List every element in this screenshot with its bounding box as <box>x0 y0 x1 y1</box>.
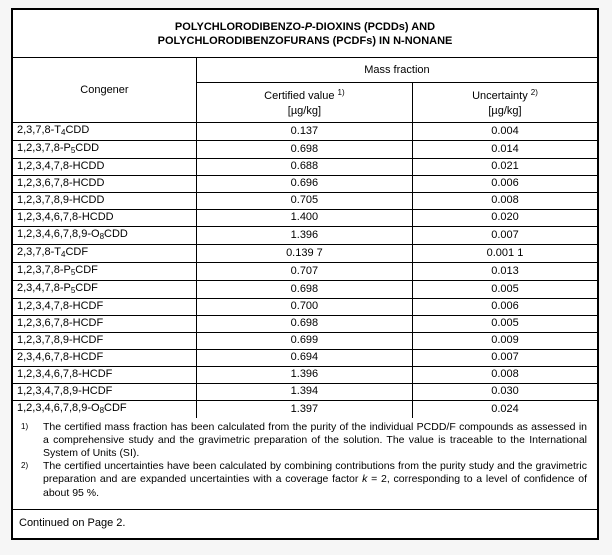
certified-value-cell: 0.139 7 <box>195 243 413 263</box>
document-title: POLYCHLORODIBENZO-P-DIOXINS (PCDDs) AND … <box>13 10 597 58</box>
table-row: 1,2,3,4,6,7,8,9-O8CDD 1.396 0.007 <box>12 225 598 245</box>
uncertainty-cell: 0.006 <box>411 297 598 316</box>
certified-value-cell: 0.698 <box>195 139 413 159</box>
uncertainty-cell: 0.001 1 <box>411 243 598 263</box>
uncertainty-cell: 0.020 <box>411 208 598 227</box>
congener-cell: 1,2,3,6,7,8-HCDF <box>12 314 197 333</box>
uncertainty-cell: 0.004 <box>411 121 598 141</box>
table-row: 1,2,3,4,7,8-HCDF 0.700 0.006 <box>12 297 598 316</box>
footnotes: 1) The certified mass fraction has been c… <box>13 418 597 510</box>
congener-cell: 1,2,3,7,8-P5CDF <box>12 261 197 281</box>
certified-value-cell: 0.705 <box>195 191 413 210</box>
certified-value-cell: 0.700 <box>195 297 413 316</box>
continued-note: Continued on Page 2. <box>13 509 597 538</box>
certified-value-cell: 1.396 <box>195 225 413 245</box>
table-row: 1,2,3,7,8,9-HCDD 0.705 0.008 <box>12 191 598 210</box>
table-row: 1,2,3,4,6,7,8,9-O8CDF 1.397 0.024 <box>12 399 598 418</box>
column-header-congener: Congener <box>12 57 197 123</box>
congener-cell: 1,2,3,4,6,7,8,9-O8CDF <box>12 399 197 418</box>
certified-value-cell: 0.694 <box>195 348 413 367</box>
certified-value-cell: 0.696 <box>195 174 413 193</box>
congener-cell: 1,2,3,7,8,9-HCDD <box>12 191 197 210</box>
table-row: 1,2,3,7,8-P5CDD 0.698 0.014 <box>12 139 598 159</box>
table-row: 1,2,3,4,6,7,8-HCDF 1.396 0.008 <box>12 365 598 384</box>
table-row: 2,3,7,8-T4CDF 0.139 7 0.001 1 <box>12 243 598 263</box>
title-line-2: POLYCHLORODIBENZOFURANS (PCDFs) IN N-NON… <box>157 35 453 47</box>
uncertainty-cell: 0.008 <box>411 365 598 384</box>
column-header-certified-value: Certified value 1) [µg/kg] <box>195 81 413 123</box>
uncertainty-cell: 0.013 <box>411 261 598 281</box>
footnote-2: 2) The certified uncertainties have been … <box>21 460 587 500</box>
congener-cell: 1,2,3,4,7,8,9-HCDF <box>12 382 197 401</box>
uncertainty-unit: [µg/kg] <box>488 105 522 117</box>
uncertainty-cell: 0.014 <box>411 139 598 159</box>
title-line-1: POLYCHLORODIBENZO-P-DIOXINS (PCDDs) AND <box>174 21 436 33</box>
certified-unit: [µg/kg] <box>287 105 322 117</box>
uncertainty-cell: 0.030 <box>411 382 598 401</box>
uncertainty-cell: 0.024 <box>411 399 598 418</box>
table-row: 1,2,3,6,7,8-HCDD 0.696 0.006 <box>12 174 598 193</box>
congener-cell: 2,3,7,8-T4CDD <box>12 121 197 141</box>
certified-value-cell: 1.394 <box>195 382 413 401</box>
uncertainty-cell: 0.021 <box>411 157 598 176</box>
footnote-text: The certified mass fraction has been cal… <box>43 420 587 459</box>
congener-cell: 2,3,4,7,8-P5CDF <box>12 279 197 299</box>
congener-cell: 2,3,7,8-T4CDF <box>12 243 197 263</box>
certified-value-cell: 0.688 <box>195 157 413 176</box>
table-row: 1,2,3,7,8,9-HCDF 0.699 0.009 <box>12 331 598 350</box>
uncertainty-cell: 0.008 <box>411 191 598 210</box>
certified-value-cell: 0.699 <box>195 331 413 350</box>
certificate-page-frame: POLYCHLORODIBENZO-P-DIOXINS (PCDDs) AND … <box>11 8 599 540</box>
uncertainty-cell: 0.005 <box>411 279 598 299</box>
congener-cell: 1,2,3,4,7,8-HCDD <box>12 157 197 176</box>
congener-cell: 1,2,3,7,8,9-HCDF <box>12 331 197 350</box>
uncertainty-cell: 0.006 <box>411 174 598 193</box>
congener-cell: 2,3,4,6,7,8-HCDF <box>12 348 197 367</box>
mass-fraction-table: Congener Mass fraction Certified value 1… <box>12 57 598 418</box>
certified-value-cell: 0.707 <box>195 261 413 281</box>
footnote-ref-1: 1) <box>337 88 345 97</box>
column-header-mass-fraction: Mass fraction <box>195 57 598 83</box>
uncertainty-cell: 0.007 <box>411 348 598 367</box>
table-row: 1,2,3,7,8-P5CDF 0.707 0.013 <box>12 261 598 281</box>
certified-value-cell: 1.397 <box>195 399 413 418</box>
congener-cell: 1,2,3,4,6,7,8-HCDD <box>12 208 197 227</box>
table-row: 1,2,3,4,7,8,9-HCDF 1.394 0.030 <box>12 382 598 401</box>
table-row: 1,2,3,6,7,8-HCDF 0.698 0.005 <box>12 314 598 333</box>
congener-cell: 1,2,3,7,8-P5CDD <box>12 139 197 159</box>
congener-cell: 1,2,3,4,7,8-HCDF <box>12 297 197 316</box>
column-header-uncertainty: Uncertainty 2) [µg/kg] <box>411 81 598 123</box>
footnote-marker: 1) <box>21 421 29 431</box>
table-row: 1,2,3,4,7,8-HCDD 0.688 0.021 <box>12 157 598 176</box>
certified-value-cell: 0.137 <box>195 121 413 141</box>
footnote-marker: 2) <box>21 461 29 471</box>
table-row: 2,3,7,8-T4CDD 0.137 0.004 <box>12 121 598 141</box>
congener-cell: 1,2,3,4,6,7,8-HCDF <box>12 365 197 384</box>
footnote-1: 1) The certified mass fraction has been c… <box>21 421 587 461</box>
certified-value-cell: 0.698 <box>195 314 413 333</box>
table-row: 1,2,3,4,6,7,8-HCDD 1.400 0.020 <box>12 208 598 227</box>
footnote-ref-2: 2) <box>530 88 538 97</box>
congener-cell: 1,2,3,6,7,8-HCDD <box>12 174 197 193</box>
certified-value-cell: 1.396 <box>195 365 413 384</box>
footnote-text: The certified uncertainties have been ca… <box>43 460 587 499</box>
table-row: 2,3,4,6,7,8-HCDF 0.694 0.007 <box>12 348 598 367</box>
certified-value-cell: 0.698 <box>195 279 413 299</box>
uncertainty-cell: 0.005 <box>411 314 598 333</box>
uncertainty-cell: 0.009 <box>411 331 598 350</box>
uncertainty-cell: 0.007 <box>411 225 598 245</box>
certified-value-cell: 1.400 <box>195 208 413 227</box>
table-row: 2,3,4,7,8-P5CDF 0.698 0.005 <box>12 279 598 299</box>
congener-cell: 1,2,3,4,6,7,8,9-O8CDD <box>12 225 197 245</box>
